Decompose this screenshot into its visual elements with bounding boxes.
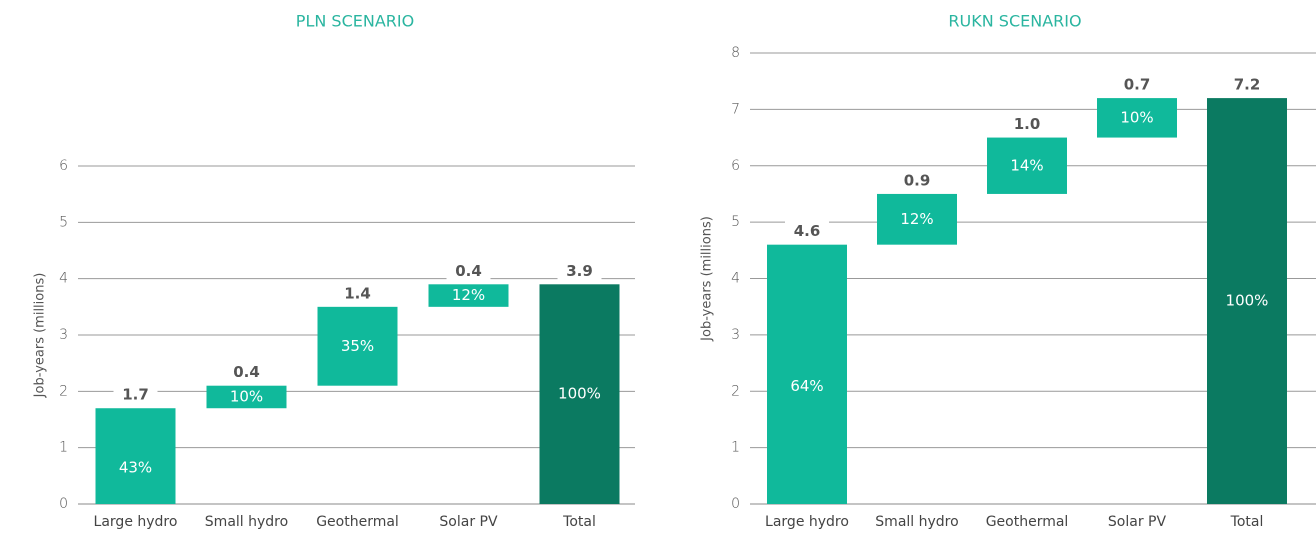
value-label-bg [1005, 113, 1049, 134]
value-label-bg [446, 260, 491, 281]
value-label-bg [785, 220, 829, 241]
y-tick-label: 6 [59, 158, 68, 174]
y-tick-label: 8 [731, 45, 740, 61]
share-label: 10% [230, 387, 263, 405]
y-tick-label: 7 [731, 101, 740, 117]
share-label: 12% [452, 286, 485, 304]
share-label: 43% [119, 459, 152, 477]
y-tick-label: 0 [59, 496, 68, 512]
share-label: 10% [1120, 108, 1153, 126]
share-label: 14% [1010, 156, 1043, 174]
bar [95, 408, 176, 504]
y-tick-label: 3 [59, 327, 68, 343]
bar [539, 284, 620, 504]
x-tick-label: Total [562, 514, 596, 530]
value-label: 0.7 [1124, 76, 1151, 94]
y-tick-label: 5 [59, 214, 68, 230]
value-label: 4.6 [794, 222, 821, 240]
value-label-bg [1225, 74, 1269, 95]
value-label: 1.4 [344, 284, 371, 302]
bar [1097, 98, 1177, 138]
x-tick-label: Geothermal [986, 514, 1069, 530]
y-tick-label: 0 [731, 496, 740, 512]
y-tick-label: 5 [731, 214, 740, 230]
bar [206, 385, 287, 409]
share-label: 64% [790, 377, 823, 395]
y-tick-label: 4 [59, 271, 68, 287]
share-label: 100% [558, 385, 601, 403]
value-label-bg [557, 260, 602, 281]
bar [317, 306, 398, 386]
value-label-bg [1115, 74, 1159, 95]
share-label: 12% [900, 210, 933, 228]
y-tick-label: 2 [731, 383, 740, 399]
value-label: 1.7 [122, 386, 149, 404]
y-tick-label: 2 [59, 383, 68, 399]
x-tick-label: Solar PV [439, 514, 498, 530]
x-tick-label: Small hydro [205, 514, 288, 530]
bar [877, 193, 957, 245]
bar [1207, 98, 1287, 504]
y-tick-label: 3 [731, 327, 740, 343]
y-axis-label: Job-years (millions) [700, 216, 715, 342]
chart: PLN SCENARIO Job-years (millions) 0 1 2 3 4 5 6 1… [33, 12, 635, 530]
y-tick-label: 1 [731, 440, 740, 456]
chart-title: RUKN SCENARIO [948, 12, 1081, 31]
bar [987, 137, 1067, 194]
value-label: 0.4 [455, 262, 482, 280]
x-tick-label: Geothermal [316, 514, 399, 530]
value-label-bg [224, 361, 269, 382]
y-tick-label: 4 [731, 271, 740, 287]
y-tick-label: 1 [59, 440, 68, 456]
share-label: 35% [341, 337, 374, 355]
chart: RUKN SCENARIO Job-years (millions) 0 1 2 3 4 5 6… [700, 12, 1316, 530]
chart-title: PLN SCENARIO [296, 12, 414, 31]
share-label: 100% [1226, 292, 1269, 310]
x-tick-label: Large hydro [765, 514, 849, 530]
value-label-bg [335, 282, 380, 303]
x-tick-label: Solar PV [1108, 514, 1167, 530]
value-label-bg [113, 384, 158, 405]
y-tick-label: 6 [731, 158, 740, 174]
x-tick-label: Small hydro [875, 514, 958, 530]
value-label: 1.0 [1014, 115, 1041, 133]
x-tick-label: Large hydro [94, 514, 178, 530]
value-label: 3.9 [566, 262, 593, 280]
value-label: 7.2 [1234, 76, 1261, 94]
x-tick-label: Total [1230, 514, 1264, 530]
bar [767, 244, 847, 505]
value-label-bg [895, 169, 939, 190]
bar [428, 284, 509, 307]
value-label: 0.9 [904, 171, 931, 189]
y-axis-label: Job-years (millions) [33, 273, 48, 399]
value-label: 0.4 [233, 363, 260, 381]
